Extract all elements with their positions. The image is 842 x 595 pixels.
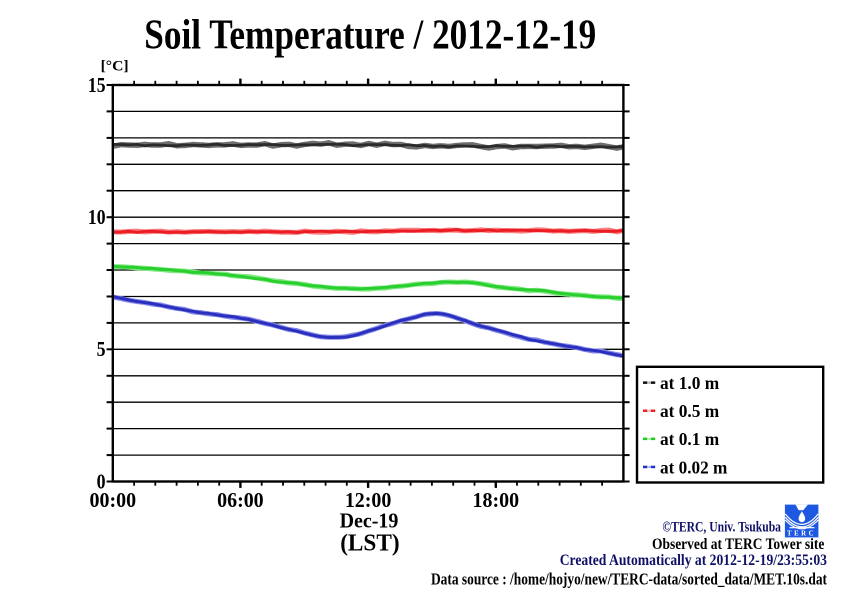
svg-text:Data source : /home/hojyo/new/: Data source : /home/hojyo/new/TERC-data/…: [431, 569, 827, 588]
svg-text:at 1.0 m: at 1.0 m: [660, 373, 719, 393]
svg-text:at 0.1 m: at 0.1 m: [660, 429, 719, 449]
svg-text:©TERC, Univ. Tsukuba: ©TERC, Univ. Tsukuba: [662, 518, 781, 535]
svg-text:Dec-19: Dec-19: [340, 509, 399, 533]
svg-text:15: 15: [88, 73, 106, 97]
svg-text:TERC: TERC: [787, 530, 816, 537]
svg-text:[°C]: [°C]: [101, 59, 129, 75]
svg-text:at 0.5 m: at 0.5 m: [660, 401, 719, 421]
svg-text:18:00: 18:00: [473, 488, 520, 512]
svg-text:Soil Temperature / 2012-12-19: Soil Temperature / 2012-12-19: [144, 12, 596, 59]
svg-text:(LST): (LST): [340, 530, 399, 556]
svg-text:Observed at TERC Tower site: Observed at TERC Tower site: [652, 536, 824, 553]
svg-text:06:00: 06:00: [217, 488, 264, 512]
svg-text:12:00: 12:00: [345, 488, 392, 512]
svg-text:5: 5: [97, 337, 106, 361]
svg-text:00:00: 00:00: [90, 488, 137, 512]
svg-text:at 0.02 m: at 0.02 m: [660, 457, 727, 477]
svg-text:0: 0: [97, 469, 106, 493]
svg-text:Created Automatically at 2012-: Created Automatically at 2012-12-19/23:5…: [560, 552, 827, 569]
svg-text:10: 10: [88, 205, 106, 229]
